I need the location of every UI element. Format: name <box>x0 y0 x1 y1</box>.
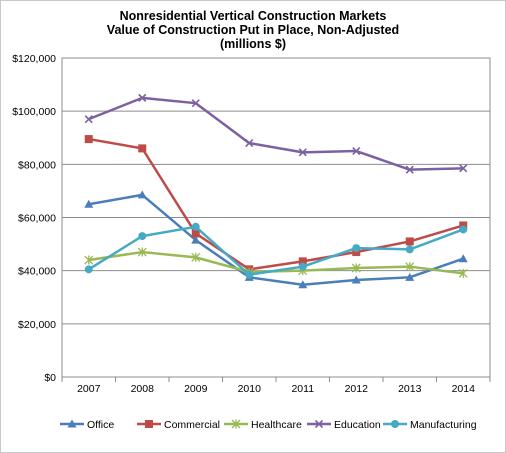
data-point <box>405 262 415 272</box>
series-office <box>84 190 468 289</box>
data-point <box>138 93 147 102</box>
data-point <box>137 190 147 199</box>
series-line <box>88 137 464 271</box>
legend-marker <box>145 420 153 428</box>
data-point <box>298 257 307 266</box>
data-point <box>245 139 254 148</box>
y-tick-label: $40,000 <box>18 266 56 278</box>
legend-label: Education <box>334 419 381 431</box>
legend-label: Manufacturing <box>410 419 477 431</box>
x-tick-label: 2008 <box>131 383 155 395</box>
y-tick-label: $80,000 <box>18 159 56 171</box>
data-point <box>191 222 200 231</box>
data-point <box>191 99 200 108</box>
legend-item-commercial: Commercial <box>137 419 220 431</box>
data-point <box>458 268 468 278</box>
legend-marker <box>391 420 399 428</box>
series-line <box>88 96 464 171</box>
y-tick-label: $20,000 <box>18 319 56 331</box>
y-tick-label: $60,000 <box>18 213 56 225</box>
legend-label: Commercial <box>164 419 220 431</box>
data-point <box>298 148 307 157</box>
data-point <box>138 232 147 241</box>
x-tick-label: 2011 <box>291 383 314 395</box>
data-point <box>84 199 94 208</box>
data-point <box>191 229 200 238</box>
series-education <box>84 93 468 174</box>
data-point <box>298 262 307 271</box>
x-tick-label: 2014 <box>452 383 476 395</box>
data-point <box>405 165 414 174</box>
y-tick-label: $0 <box>44 372 56 384</box>
data-point <box>405 245 414 254</box>
data-point <box>138 144 147 153</box>
legend-item-office: Office <box>60 419 114 431</box>
data-point <box>245 270 254 279</box>
legend-label: Office <box>87 419 114 431</box>
chart-subtitle-units: (millions $) <box>220 37 286 51</box>
chart-subtitle: Value of Construction Put in Place, Non-… <box>106 23 400 37</box>
x-tick-label: 2009 <box>184 383 208 395</box>
data-point <box>191 252 201 262</box>
data-point <box>191 235 201 244</box>
series-manufacturing <box>84 222 468 279</box>
series-line <box>88 193 464 287</box>
data-point <box>84 135 93 144</box>
data-point <box>351 263 361 273</box>
x-tick-label: 2012 <box>345 383 369 395</box>
data-point <box>84 115 93 124</box>
y-tick-label: $120,000 <box>12 53 56 65</box>
data-point <box>352 146 361 156</box>
data-point <box>298 280 308 289</box>
series-line <box>88 225 464 276</box>
data-point <box>84 255 94 265</box>
data-point <box>84 265 93 274</box>
y-tick-label: $100,000 <box>12 106 56 118</box>
data-point <box>405 237 414 246</box>
legend-item-healthcare: Healthcare <box>224 419 302 431</box>
data-point <box>458 254 468 263</box>
legend-label: Healthcare <box>251 419 302 431</box>
chart-title: Nonresidential Vertical Construction Mar… <box>119 9 387 23</box>
legend-marker <box>67 419 77 428</box>
data-point <box>352 244 361 253</box>
x-tick-label: 2013 <box>398 383 422 395</box>
chart-title-block: Nonresidential Vertical Construction Mar… <box>0 9 506 51</box>
data-point <box>459 225 468 234</box>
x-tick-label: 2010 <box>238 383 262 395</box>
data-point <box>459 164 468 173</box>
legend-item-education: Education <box>307 419 381 431</box>
data-point <box>405 272 415 281</box>
data-point <box>137 247 147 257</box>
legend-marker <box>231 419 241 429</box>
x-tick-label: 2007 <box>77 383 101 395</box>
data-point <box>351 275 361 284</box>
legend-item-manufacturing: Manufacturing <box>383 419 477 431</box>
legend-marker <box>314 419 324 429</box>
